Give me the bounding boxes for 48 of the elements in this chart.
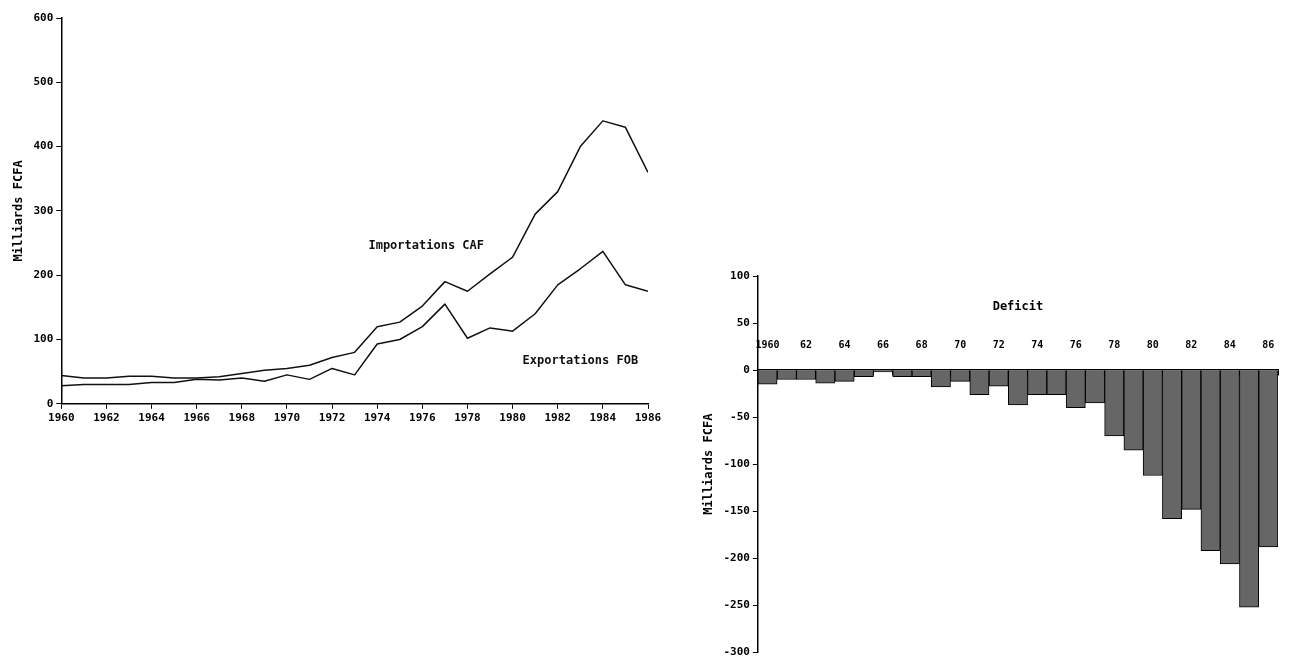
x-tick-label: 1966: [183, 411, 211, 425]
y-tick-label: 200: [33, 268, 54, 282]
x-tick-label: 1980: [499, 411, 526, 425]
x-tick-label: 1974: [363, 411, 391, 425]
y-tick-label: -50: [730, 410, 750, 424]
x-tick-label: 72: [992, 338, 1005, 350]
x-tick-label: 1972: [318, 411, 346, 425]
y-tick-label: -250: [723, 598, 750, 612]
y-tick-label: 0: [743, 362, 750, 376]
x-tick-label: 1960: [48, 411, 75, 425]
x-tick-label: 1968: [228, 411, 256, 425]
x-tick-label: 1986: [634, 411, 662, 425]
y-tick-label: 600: [33, 10, 54, 24]
y-tick-label: 300: [33, 203, 54, 217]
y-tick-label: 100: [33, 332, 54, 346]
x-tick-label: 1982: [544, 411, 571, 425]
x-tick-label: 66: [877, 338, 890, 350]
y-tick-label: 400: [33, 139, 54, 153]
text: Exportations FOB: [522, 353, 639, 368]
x-tick-label: 78: [1108, 338, 1121, 350]
x-tick-label: 1978: [454, 411, 481, 425]
y-tick-label: -300: [723, 645, 750, 659]
y-axis-title: Milliards FCFA: [11, 159, 26, 262]
text: Deficit: [992, 299, 1044, 314]
x-tick-label: 82: [1185, 338, 1198, 350]
x-tick-label: 64: [838, 338, 851, 350]
y-tick-label: -100: [723, 457, 750, 471]
x-tick-label: 1964: [138, 411, 166, 425]
x-tick-label: 1962: [93, 411, 120, 425]
y-tick-label: -200: [723, 551, 750, 565]
x-tick-label: 80: [1146, 338, 1159, 350]
x-tick-label: 62: [800, 338, 813, 350]
x-tick-label: 86: [1262, 338, 1275, 350]
x-tick-label: 1970: [273, 411, 301, 425]
y-tick-label: 50: [736, 315, 750, 329]
y-tick-label: 500: [33, 75, 54, 89]
y-tick-label: -150: [723, 504, 750, 518]
y-axis-title: Milliards FCFA: [701, 412, 716, 515]
x-tick-label: 70: [954, 338, 967, 350]
x-tick-label: 68: [915, 338, 928, 350]
x-tick-label: 1984: [589, 411, 617, 425]
x-tick-label: 76: [1069, 338, 1082, 350]
x-tick-label: 84: [1223, 338, 1236, 350]
y-tick-label: 100: [730, 268, 750, 282]
x-tick-label: 74: [1031, 338, 1044, 350]
series-label: Importations CAF: [368, 238, 485, 253]
x-tick-label: 1976: [409, 411, 436, 425]
y-tick-label: 0: [46, 396, 54, 410]
